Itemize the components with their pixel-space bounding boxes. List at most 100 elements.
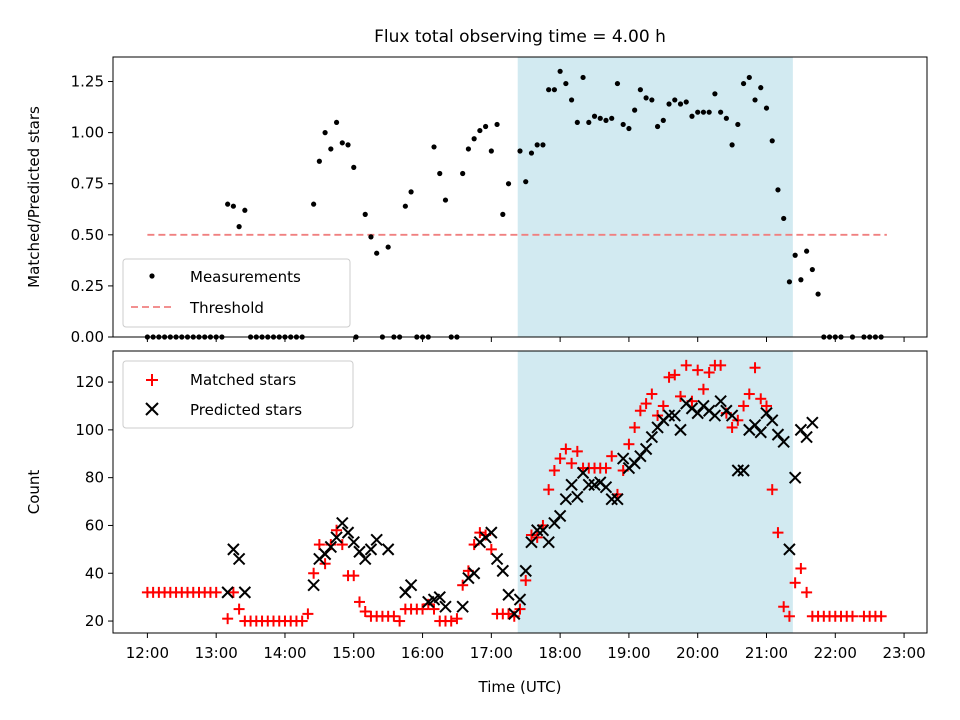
- measurement-point: [649, 97, 655, 103]
- predicted-star-point: [525, 535, 538, 549]
- measurement-point: [505, 181, 512, 187]
- predicted-star-point: [708, 409, 722, 422]
- measurement-point: [368, 234, 374, 240]
- measurement-point: [632, 107, 638, 113]
- predicted-star-point: [783, 543, 796, 556]
- measurement-point: [540, 142, 546, 148]
- measurement-point: [574, 119, 580, 126]
- measurement-point: [402, 203, 408, 209]
- predicted-star-point: [605, 492, 618, 506]
- matched-star-point: [308, 567, 320, 579]
- measurement-point: [626, 125, 632, 132]
- matched-star-point: [359, 605, 371, 617]
- ratio-panel: 0.00 0.25 0.50 0.75 1.00 1.25 Matched/Predict…: [25, 56, 928, 346]
- matched-star-point: [629, 421, 641, 433]
- matched-star-point: [778, 601, 790, 613]
- measurement-point: [339, 140, 345, 146]
- measurement-point: [700, 109, 707, 115]
- matched-star-point: [417, 603, 429, 615]
- measurement-point: [551, 87, 557, 93]
- matched-star-point: [743, 388, 755, 400]
- matched-star-point: [680, 359, 692, 371]
- predicted-star-point: [330, 531, 343, 544]
- measurement-point: [666, 101, 672, 107]
- y-tick-label: 0.00: [71, 328, 104, 346]
- count-y-axis: 20 40 60 80 100 120: [75, 373, 113, 630]
- predicted-star-point: [794, 423, 808, 437]
- measurement-point: [689, 113, 695, 119]
- measurement-point: [517, 148, 523, 154]
- matched-star-point: [783, 610, 795, 622]
- matched-star-point: [789, 577, 801, 589]
- x-tick-label: 16:00: [401, 644, 444, 662]
- measurement-point: [225, 201, 231, 207]
- measurement-point: [712, 91, 718, 97]
- measurement-point: [620, 121, 626, 128]
- measurement-point: [586, 119, 592, 126]
- predicted-star-point: [599, 481, 613, 494]
- measurement-point: [471, 136, 477, 142]
- y-tick-label: 20: [85, 612, 104, 630]
- predicted-star-point: [496, 564, 510, 578]
- count-panel: 20 40 60 80 100 120 12:00 13:00 14:00 15:00 16:00…: [25, 350, 928, 696]
- matched-star-point: [210, 586, 222, 598]
- matched-star-point: [428, 603, 440, 615]
- measurement-point: [769, 138, 775, 144]
- measurement-point: [763, 105, 770, 111]
- count-legend: Matched stars Predicted stars: [122, 360, 354, 429]
- measurement-point: [374, 250, 380, 256]
- y-tick-label: 60: [85, 516, 104, 534]
- predicted-star-point: [381, 543, 395, 556]
- measurement-point: [591, 113, 598, 119]
- x-tick-label: 23:00: [882, 644, 925, 662]
- legend-measurements: Measurements: [190, 268, 301, 286]
- measurement-point: [345, 142, 351, 148]
- measurement-point: [695, 109, 701, 115]
- predicted-star-point: [490, 552, 504, 566]
- measurement-point: [609, 115, 615, 121]
- predicted-star-point: [347, 535, 360, 549]
- measurement-point: [563, 80, 569, 87]
- predicted-star-point: [530, 524, 544, 537]
- matched-star-point: [675, 390, 687, 402]
- matched-star-point: [566, 457, 578, 469]
- matched-star-point: [772, 527, 784, 539]
- predicted-star-point: [227, 543, 240, 556]
- matched-star-point: [766, 484, 778, 496]
- matched-star-point: [543, 484, 555, 496]
- matched-star-point: [451, 613, 463, 625]
- measurement-point: [597, 115, 603, 121]
- predicted-star-point: [559, 492, 573, 506]
- predicted-star-point: [439, 600, 452, 613]
- predicted-star-point: [788, 471, 802, 484]
- predicted-star-point: [777, 435, 790, 449]
- matched-star-point: [663, 371, 675, 383]
- y-tick-label: 0.50: [71, 226, 104, 244]
- predicted-star-point: [370, 533, 383, 547]
- matched-star-point: [560, 443, 572, 455]
- matched-star-point: [760, 400, 772, 412]
- measurement-point: [786, 279, 793, 285]
- matched-star-point: [669, 369, 681, 381]
- matched-star-point: [313, 539, 325, 551]
- predicted-star-point: [238, 586, 252, 599]
- predicted-star-point: [502, 588, 515, 601]
- x-tick-label: 19:00: [607, 644, 650, 662]
- predicted-star-point: [800, 430, 813, 444]
- legend-predicted-stars: Predicted stars: [190, 401, 302, 419]
- measurement-point: [804, 248, 810, 254]
- predicted-star-point: [771, 428, 785, 441]
- predicted-star-point: [336, 516, 349, 530]
- predicted-star-point: [433, 590, 446, 604]
- matched-star-point: [692, 364, 704, 376]
- count-points: [141, 359, 887, 627]
- x-tick-label: 21:00: [745, 644, 788, 662]
- measurement-point: [746, 74, 752, 81]
- measurement-point: [546, 87, 552, 93]
- matched-star-point: [738, 400, 750, 412]
- predicted-star-point: [318, 547, 332, 561]
- measurement-point: [328, 146, 334, 152]
- predicted-star-point: [662, 409, 676, 422]
- predicted-star-point: [513, 593, 527, 606]
- measurement-point: [677, 101, 684, 107]
